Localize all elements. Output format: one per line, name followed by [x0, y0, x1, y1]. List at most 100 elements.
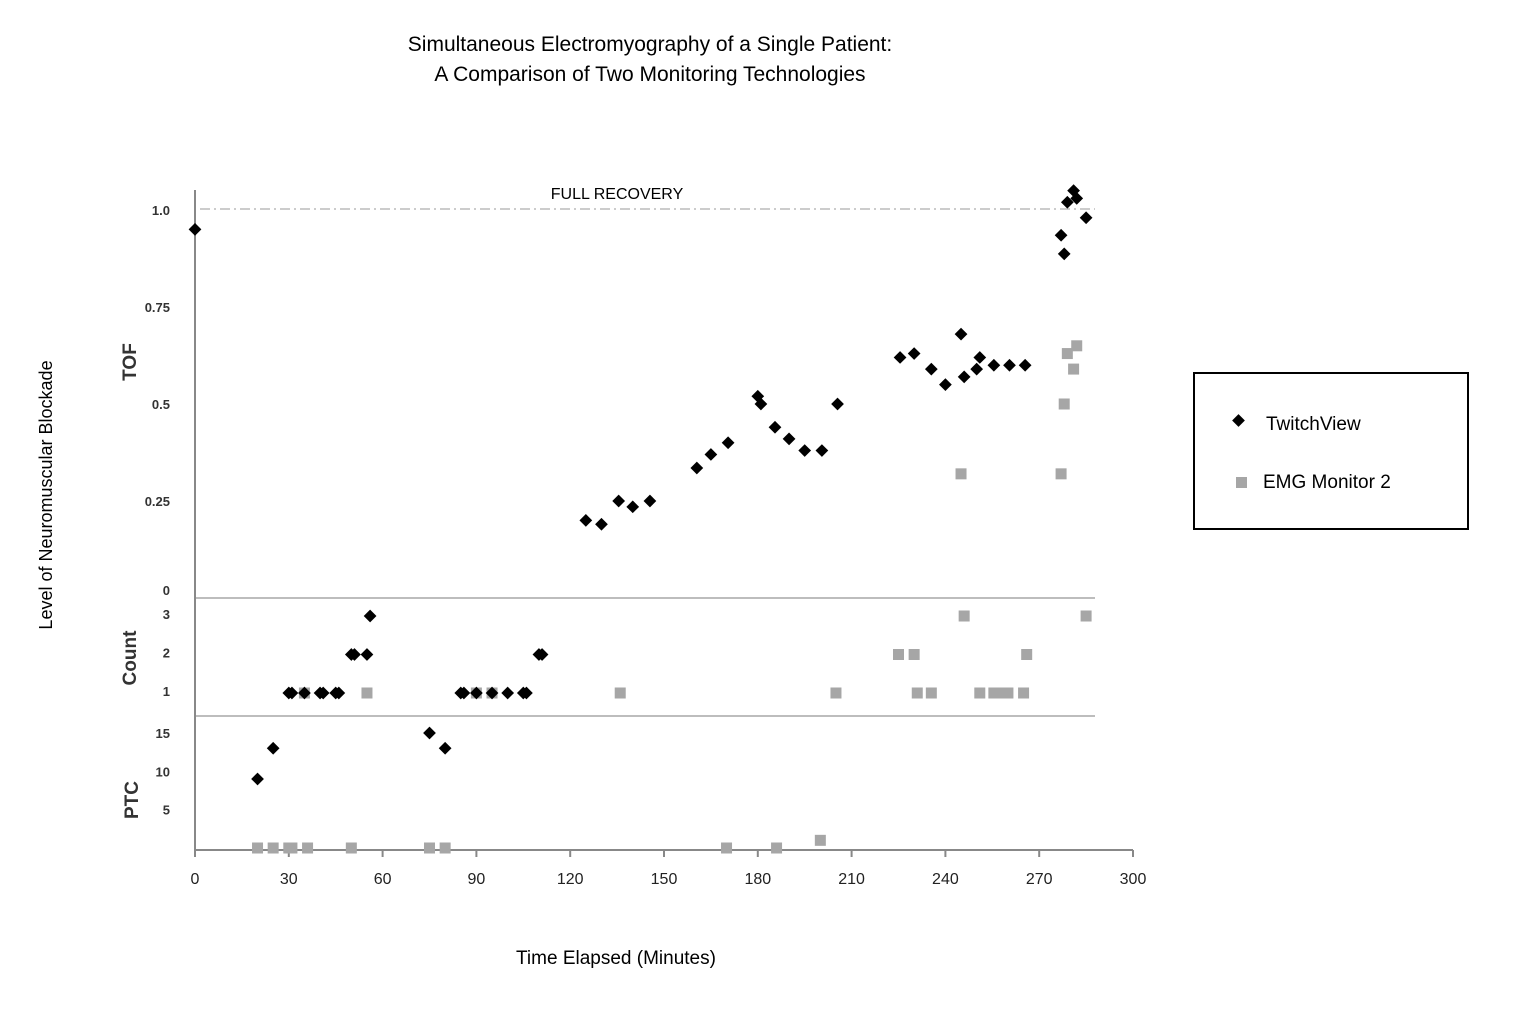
- y-tick-label-tof: 1.0: [152, 203, 170, 218]
- full-recovery-annotation: FULL RECOVERY: [551, 186, 684, 203]
- twitchview-point-tof: [1018, 358, 1032, 372]
- legend-marker-emg-monitor-2: [1236, 477, 1247, 488]
- emg-monitor-2-point-tof: [1058, 398, 1070, 410]
- chart-title-line-2: A Comparison of Two Monitoring Technolog…: [434, 63, 865, 86]
- twitchview-point-tof: [704, 448, 718, 461]
- y-tick-label-tof: 0.5: [152, 397, 170, 412]
- emg-monitor-2-point-tof: [1071, 340, 1083, 352]
- twitchview-point-ptc: [251, 772, 264, 786]
- y-tick-label-tof: 0: [163, 583, 170, 598]
- emg-monitor-2-point-count: [1018, 687, 1030, 699]
- y-tick-label-count: 2: [163, 646, 170, 661]
- x-tick-label: 210: [838, 871, 865, 888]
- emg-monitor-2-point-count: [1002, 687, 1014, 699]
- twitchview-point-tof: [893, 351, 907, 364]
- x-tick-label: 0: [191, 871, 200, 888]
- emg-monitor-2-point-ptc: [345, 842, 357, 854]
- twitchview-point-ptc: [266, 741, 280, 755]
- twitchview-point-count: [501, 686, 515, 700]
- twitchview-point-tof: [957, 370, 971, 384]
- emg-monitor-2-point-ptc: [771, 842, 783, 854]
- emg-monitor-2-point-ptc: [721, 842, 733, 854]
- y-tick-label-count: 3: [163, 607, 170, 622]
- twitchview-point-tof: [924, 362, 938, 376]
- emg-monitor-2-point-count: [614, 687, 626, 699]
- emg-monitor-2-point-count: [993, 687, 1005, 699]
- twitchview-point-tof: [690, 461, 704, 475]
- emg-monitor-2-point-ptc: [286, 842, 298, 854]
- x-tick-label: 270: [1026, 871, 1053, 888]
- emg-monitor-2-point-ptc: [302, 842, 314, 854]
- emg-monitor-2-point-count: [1080, 610, 1092, 622]
- x-tick-label: 180: [744, 871, 771, 888]
- emg-monitor-2-point-count: [361, 687, 373, 699]
- x-tick-label: 60: [374, 871, 392, 888]
- chart-title-line-1: Simultaneous Electromyography of a Singl…: [408, 33, 892, 56]
- twitchview-point-tof: [798, 444, 812, 457]
- y-tick-label-tof: 0.75: [145, 300, 170, 315]
- y-tick-label-ptc: 10: [156, 764, 170, 779]
- twitchview-point-ptc: [423, 726, 436, 740]
- twitchview-point-tof: [987, 358, 1001, 372]
- emg-monitor-2-point-count: [925, 687, 937, 699]
- panel-label-ptc: PTC: [122, 781, 143, 819]
- twitchview-point-tof: [768, 420, 782, 434]
- twitchview-point-tof: [721, 436, 735, 450]
- y-tick-label-ptc: 5: [163, 803, 170, 818]
- twitchview-point-tof: [1054, 228, 1068, 242]
- twitchview-point-tof: [939, 378, 952, 391]
- x-tick-label: 120: [557, 871, 584, 888]
- twitchview-point-count: [360, 648, 374, 661]
- twitchview-point-tof: [815, 444, 829, 457]
- y-tick-label-count: 1: [163, 684, 170, 699]
- emg-monitor-2-point-tof: [1061, 348, 1073, 360]
- emg-monitor-2-point-ptc: [814, 834, 826, 846]
- legend-label-emg-monitor-2: EMG Monitor 2: [1263, 472, 1391, 493]
- x-tick-label: 150: [651, 871, 678, 888]
- y-axis-label: Level of Neuromuscular Blockade: [36, 360, 56, 629]
- twitchview-point-count: [363, 609, 377, 623]
- twitchview-point-tof: [626, 500, 640, 514]
- legend: TwitchView EMG Monitor 2: [1193, 372, 1469, 530]
- x-tick-label: 300: [1120, 871, 1147, 888]
- twitchview-point-tof: [973, 351, 987, 364]
- x-tick-label: 30: [280, 871, 298, 888]
- emg-monitor-2-point-count: [908, 649, 920, 660]
- y-tick-label-tof: 0.25: [145, 494, 170, 509]
- twitchview-point-tof: [1057, 247, 1071, 261]
- emg-monitor-2-point-ptc: [424, 842, 435, 854]
- twitchview-point-tof: [579, 514, 593, 527]
- emg-monitor-2-point-count: [1021, 649, 1033, 660]
- twitchview-point-tof: [782, 432, 796, 446]
- x-axis-label: Time Elapsed (Minutes): [516, 948, 716, 969]
- y-tick-label-ptc: 15: [156, 726, 170, 741]
- twitchview-point-tof: [1003, 358, 1016, 372]
- emg-monitor-2-point-tof: [1068, 363, 1080, 375]
- emg-monitor-2-point-ptc: [252, 842, 264, 854]
- legend-label-twitchview: TwitchView: [1266, 414, 1361, 435]
- twitchview-point-tof: [188, 223, 202, 236]
- x-tick-label: 90: [468, 871, 486, 888]
- emg-monitor-2-point-tof: [955, 468, 967, 480]
- twitchview-point-tof: [970, 362, 984, 376]
- twitchview-point-ptc: [438, 741, 452, 755]
- emg-monitor-2-point-count: [974, 687, 986, 699]
- panel-label-count: Count: [120, 630, 141, 686]
- twitchview-point-tof: [1079, 211, 1093, 225]
- twitchview-point-tof: [643, 494, 657, 508]
- emg-monitor-2-point-count: [830, 687, 842, 699]
- emg-monitor-2-point-count: [911, 687, 923, 699]
- twitchview-point-tof: [907, 347, 921, 360]
- x-tick-label: 240: [932, 871, 959, 888]
- emg-monitor-2-point-ptc: [439, 842, 451, 854]
- panel-label-tof: TOF: [120, 343, 141, 381]
- twitchview-point-tof: [595, 517, 608, 531]
- emg-monitor-2-point-count: [893, 649, 904, 660]
- twitchview-point-tof: [612, 494, 626, 508]
- emg-monitor-2-point-ptc: [267, 842, 279, 854]
- twitchview-point-tof: [954, 327, 968, 341]
- emg-monitor-2-point-count: [958, 610, 970, 622]
- emg-monitor-2-point-tof: [1055, 468, 1067, 480]
- twitchview-point-tof: [831, 397, 844, 411]
